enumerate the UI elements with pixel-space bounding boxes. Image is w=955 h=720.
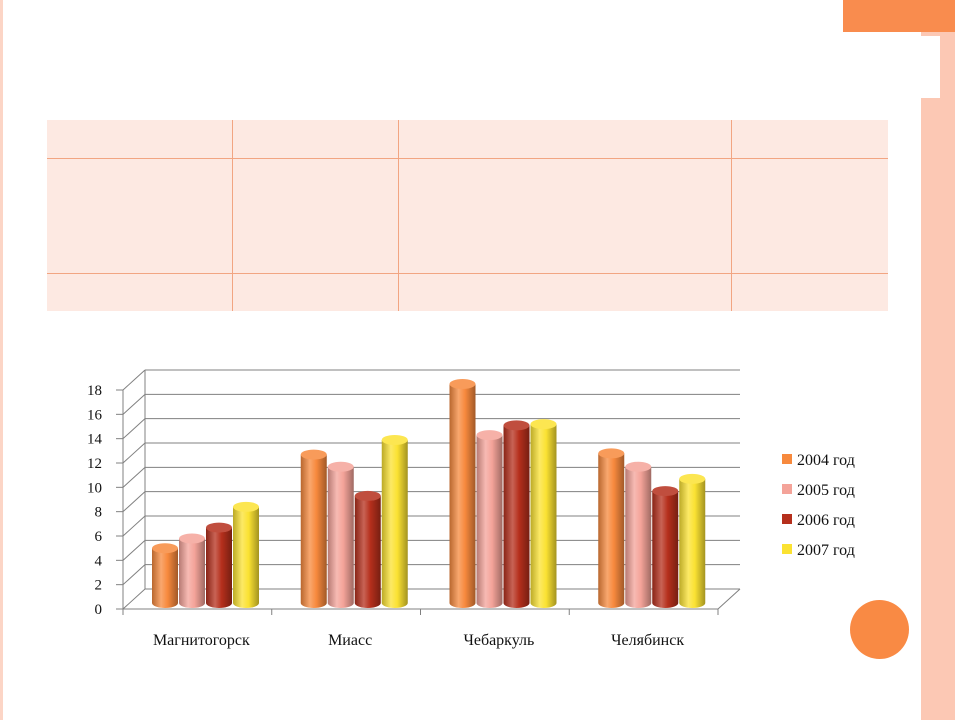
bar-top — [476, 430, 503, 441]
table-cell — [398, 158, 732, 274]
legend-label: 2006 год — [797, 512, 855, 529]
table-cell — [398, 120, 732, 159]
x-tick-label: Миасс — [328, 632, 372, 649]
gridline-side — [122, 466, 146, 488]
bar-Миасс-2006 год — [354, 495, 381, 608]
circle-decoration — [850, 600, 909, 659]
y-tick-label: 2 — [95, 578, 103, 594]
bar-Челябинск-2007 год — [679, 478, 706, 608]
legend-label: 2005 год — [797, 482, 855, 499]
x-tick-label: Челябинск — [611, 632, 684, 649]
floor-edge — [717, 588, 741, 610]
bar-top — [679, 473, 706, 484]
bar-Магнитогорск-2007 год — [233, 506, 259, 608]
bar-Миасс-2005 год — [327, 466, 354, 608]
bar-top — [179, 533, 205, 544]
bar-top — [300, 449, 327, 460]
bar-Миасс-2004 год — [300, 454, 327, 608]
y-tick-label: 14 — [87, 432, 103, 448]
table-cell — [232, 120, 399, 159]
gridline-side — [122, 515, 146, 537]
legend-swatch — [782, 454, 792, 464]
bar-top — [652, 486, 679, 497]
bar-Челябинск-2005 год — [625, 466, 652, 608]
bar-top — [530, 419, 557, 430]
bar-Чебаркуль-2005 год — [476, 435, 503, 608]
bar-Челябинск-2004 год — [598, 453, 625, 608]
table-row — [47, 273, 888, 311]
table-cell — [731, 120, 888, 159]
legend-label: 2007 год — [797, 542, 855, 559]
table-cell — [47, 158, 233, 274]
slide-left-edge — [0, 0, 3, 720]
bar-Чебаркуль-2006 год — [503, 425, 530, 608]
bar-top — [327, 461, 354, 472]
bar-Челябинск-2006 год — [652, 491, 679, 608]
table-cell — [47, 120, 233, 159]
table-cell — [47, 273, 233, 311]
bar-top — [381, 434, 408, 445]
y-tick-label: 6 — [95, 529, 103, 545]
gridline-side — [122, 369, 146, 391]
bar-top — [354, 490, 381, 501]
legend-swatch — [782, 544, 792, 554]
bar-Чебаркуль-2007 год — [530, 424, 557, 608]
bar-Магнитогорск-2005 год — [179, 538, 205, 608]
bar-Магнитогорск-2006 год — [206, 527, 232, 608]
x-tick-label: Магнитогорск — [153, 632, 250, 649]
gridline-side — [122, 539, 146, 561]
bar-top — [206, 522, 232, 533]
legend-label: 2004 год — [797, 452, 855, 469]
gridline-side — [122, 588, 146, 610]
bar-Чебаркуль-2004 год — [449, 384, 476, 608]
table-row — [47, 158, 888, 274]
y-tick-label: 8 — [95, 505, 103, 521]
bar-top — [449, 379, 476, 389]
table-row — [47, 120, 888, 159]
table-cell — [232, 158, 399, 274]
slide-decor-bar-right — [921, 0, 955, 720]
gridline-side — [122, 564, 146, 586]
table-cell — [398, 273, 732, 311]
table-cell — [232, 273, 399, 311]
bar-Миасс-2007 год — [381, 439, 408, 608]
gridline-side — [122, 393, 146, 415]
table-cell — [731, 273, 888, 311]
bar-top — [625, 461, 652, 472]
slide-decor-notch — [920, 36, 940, 98]
y-tick-label: 0 — [95, 602, 103, 618]
y-tick-label: 4 — [95, 553, 103, 569]
gridline-side — [122, 442, 146, 464]
gridline-side — [122, 491, 146, 513]
legend-swatch — [782, 484, 792, 494]
y-tick-label: 18 — [87, 383, 102, 399]
data-table — [47, 120, 888, 311]
x-tick-label: Чебаркуль — [463, 632, 534, 649]
bar-top — [233, 501, 259, 512]
y-tick-label: 10 — [87, 480, 102, 496]
bar-top — [503, 420, 530, 431]
bar-Магнитогорск-2004 год — [152, 548, 178, 608]
gridline-side — [122, 418, 146, 440]
y-tick-label: 16 — [87, 407, 103, 423]
bar-top — [152, 543, 178, 554]
table-cell — [731, 158, 888, 274]
bar-top — [598, 448, 625, 459]
y-tick-label: 12 — [87, 456, 102, 472]
slide-decor-tab — [843, 0, 955, 32]
legend-swatch — [782, 514, 792, 524]
